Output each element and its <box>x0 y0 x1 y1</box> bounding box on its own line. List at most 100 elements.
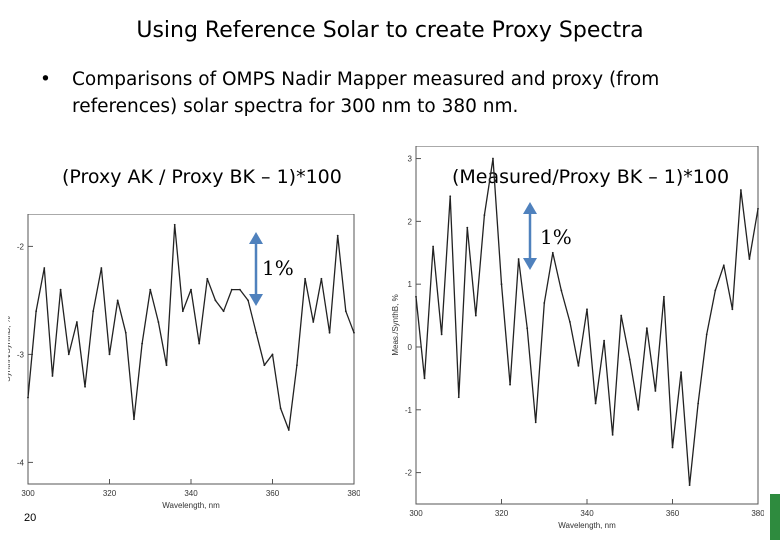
left-chart-data-point <box>100 267 103 269</box>
left-chart-data-point <box>247 299 249 302</box>
right-chart-data-point <box>543 302 546 304</box>
right-chart-data-point <box>483 214 486 216</box>
bullet-point: • Comparisons of OMPS Nadir Mapper measu… <box>40 66 740 120</box>
right-chart-data-point <box>620 314 623 317</box>
left-chart-data-point <box>304 277 306 280</box>
right-chart-y-tick-label: 3 <box>408 155 413 164</box>
left-chart-data-point <box>84 385 86 388</box>
right-chart-data-point <box>449 195 452 198</box>
left-chart-data-point <box>165 364 168 367</box>
left-chart-x-tick-label: 340 <box>184 489 198 498</box>
right-chart-data-point <box>757 207 759 210</box>
left-chart-data-point <box>198 342 201 345</box>
left-chart-data-point <box>255 331 258 334</box>
right-chart-data-point <box>509 383 511 386</box>
right-chart-data-point <box>714 289 717 292</box>
right-chart-data-point <box>628 358 631 361</box>
right-chart-data-point <box>603 339 605 342</box>
left-chart-data-point <box>320 277 323 280</box>
right-chart-data-point <box>432 245 434 248</box>
right-chart-series-line <box>415 157 759 486</box>
left-chart-data-point <box>43 267 46 269</box>
right-chart-data-point <box>415 295 417 298</box>
left-chart-data-point <box>239 288 241 291</box>
left-chart-data-point <box>133 418 135 421</box>
right-chart-y-tick-label: -2 <box>405 469 413 478</box>
left-chart-data-point <box>296 364 298 367</box>
right-chart-data-point <box>671 446 674 449</box>
left-chart-data-point <box>124 331 127 334</box>
left-chart-x-tick-label: 300 <box>21 489 35 498</box>
left-chart-series-line <box>27 224 355 431</box>
slide-number: 20 <box>24 512 37 524</box>
bullet-text: Comparisons of OMPS Nadir Mapper measure… <box>72 69 660 117</box>
right-chart-data-point <box>474 314 477 317</box>
left-chart-x-tick-label: 380 <box>347 489 360 498</box>
left-chart-y-axis-title: SynthA/SynthB, % <box>8 316 12 381</box>
left-chart-data-point <box>230 288 233 291</box>
left-chart-data-point <box>108 353 111 356</box>
left-chart-data-point <box>263 364 266 367</box>
left-scale-label: 1% <box>262 256 294 280</box>
left-chart-y-tick-label: -3 <box>17 350 25 359</box>
right-chart-x-tick-label: 380 <box>751 509 764 518</box>
left-chart-data-point <box>181 310 184 313</box>
right-chart-data-point <box>722 264 725 267</box>
left-chart-data-point <box>214 299 217 302</box>
right-chart-caption: (Measured/Proxy BK – 1)*100 <box>452 166 730 188</box>
right-chart-data-point <box>594 402 597 405</box>
left-chart-data-point <box>27 396 29 399</box>
right-chart-data-point <box>731 308 734 311</box>
left-chart-data-point <box>67 353 70 356</box>
right-chart-data-point <box>440 333 443 336</box>
scale-arrow-left-head-up <box>249 232 263 244</box>
scale-arrow-right-head-up <box>523 202 537 214</box>
left-chart-data-point <box>51 375 54 377</box>
right-chart-x-tick-label: 360 <box>666 509 680 518</box>
right-chart-y-tick-label: 0 <box>408 343 413 352</box>
right-chart-data-point <box>534 421 537 424</box>
right-chart-data-point <box>457 396 460 399</box>
right-chart-y-tick-label: 2 <box>408 217 413 226</box>
right-chart-data-point <box>586 308 588 311</box>
right-chart-data-point <box>466 226 469 229</box>
left-chart-data-point <box>336 234 339 237</box>
right-chart-data-point <box>680 371 682 374</box>
right-chart-x-tick-label: 320 <box>495 509 509 518</box>
right-chart-data-point <box>740 189 742 191</box>
right-chart-data-point <box>654 390 657 392</box>
right-chart-data-point <box>748 258 751 260</box>
left-chart-data-point <box>157 321 160 323</box>
left-chart-data-point <box>116 299 119 302</box>
right-chart-data-point <box>637 408 640 411</box>
left-chart-data-point <box>190 288 192 291</box>
right-chart-data-point <box>705 333 708 336</box>
scale-arrow-right-head-down <box>523 258 537 270</box>
left-chart-data-point <box>287 429 290 431</box>
left-chart-data-point <box>92 310 95 313</box>
left-chart-data-point <box>312 321 315 323</box>
left-chart-data-point <box>35 310 38 313</box>
right-chart-data-point <box>577 364 580 367</box>
right-chart-plot-frame <box>415 146 759 505</box>
right-chart-x-tick-label: 340 <box>580 509 594 518</box>
scale-arrow-left-head-down <box>249 294 263 306</box>
left-chart-plot-frame <box>27 214 355 485</box>
left-chart-data-point <box>141 342 144 345</box>
right-chart-data-point <box>517 258 520 260</box>
right-spectrum-chart: 300 320 340 360 380 3 2 1 0 -1 -2 Wavelength, nm Mea… <box>392 146 764 530</box>
right-chart-data-point <box>569 320 571 323</box>
right-chart-data-point <box>423 377 426 380</box>
right-chart-data-point <box>645 327 648 330</box>
left-chart-x-tick-label: 360 <box>266 489 280 498</box>
left-chart-data-point <box>353 331 355 334</box>
left-chart-data-point <box>59 288 62 291</box>
right-chart-y-tick-label: -1 <box>405 406 413 415</box>
right-chart-data-point <box>611 434 614 436</box>
right-chart-x-axis-title: Wavelength, nm <box>558 521 616 530</box>
left-chart-data-point <box>271 353 274 356</box>
right-scale-label: 1% <box>540 225 572 249</box>
left-chart-x-tick-label: 320 <box>103 489 117 498</box>
left-chart-data-point <box>206 277 209 280</box>
right-chart-data-point <box>688 484 691 487</box>
